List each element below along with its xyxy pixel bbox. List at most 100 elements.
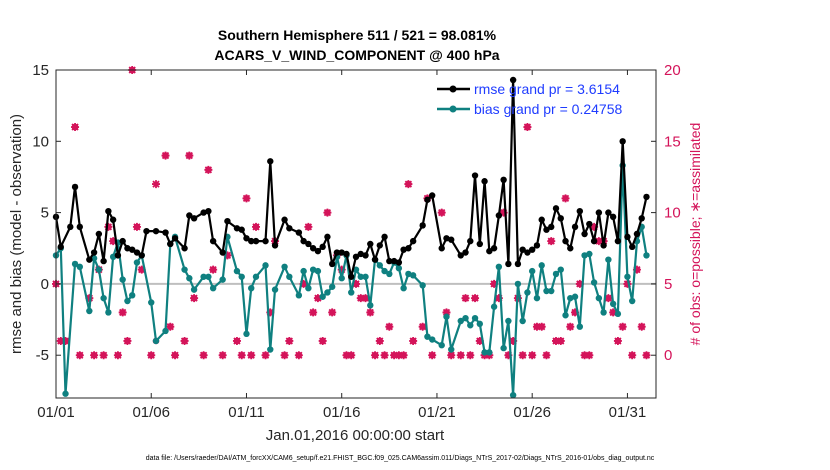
bias-point [105, 309, 112, 316]
legend-bias-label: bias grand pr = 0.24758 [474, 101, 622, 117]
bias-point [148, 299, 155, 306]
rmse-point [295, 229, 303, 236]
obs-assimilated-point [585, 351, 594, 360]
rmse-point [348, 273, 355, 280]
bias-point [438, 342, 445, 349]
obs-assimilated-point [204, 165, 213, 174]
rmse-point [438, 245, 445, 252]
obs-assimilated-point [347, 351, 356, 360]
obs-assimilated-point [328, 308, 337, 317]
rmse-point [309, 245, 317, 252]
rmse-point [281, 216, 288, 223]
rmse-point [362, 252, 369, 259]
bias-point [186, 275, 193, 282]
rmse-point [143, 227, 150, 235]
bias-point [614, 310, 622, 318]
rmse-point [248, 237, 255, 245]
bias-point [586, 250, 593, 258]
rmse-point [324, 233, 331, 241]
rmse-point [314, 247, 322, 255]
rmse-point [352, 253, 360, 261]
bias-point [152, 337, 160, 345]
bias-point [562, 312, 569, 319]
bias-point [205, 273, 212, 280]
obs-assimilated-point [218, 351, 227, 360]
obs-assimilated-point [637, 322, 646, 331]
obs-assimilated-point [447, 351, 456, 360]
obs-assimilated-point [118, 308, 127, 317]
rmse-point [343, 250, 350, 258]
obs-assimilated-point [171, 351, 180, 360]
obs-assimilated-point [499, 208, 508, 217]
obs-assimilated-point [471, 294, 480, 303]
bias-point [628, 297, 636, 305]
x-tick-label: 01/26 [513, 404, 551, 421]
bias-point [367, 302, 374, 309]
rmse-point [371, 256, 379, 263]
obs-assimilated-point [409, 336, 418, 345]
obs-assimilated-point [199, 351, 208, 360]
rmse-point [643, 193, 650, 201]
obs-assimilated-point [518, 351, 527, 360]
rmse-point [519, 246, 526, 253]
rmse-point [119, 237, 126, 245]
rmse-point [114, 252, 122, 259]
obs-assimilated-point [371, 351, 380, 360]
bias-point [381, 267, 388, 275]
bias-point [548, 287, 555, 295]
rmse-point [76, 223, 84, 231]
obs-assimilated-point [532, 322, 541, 331]
y-tick-label: 5 [41, 205, 49, 222]
rmse-point [190, 215, 198, 222]
obs-assimilated-point [394, 351, 403, 360]
bias-point [314, 267, 322, 275]
bias-point [181, 266, 188, 273]
obs-assimilated-point [166, 322, 175, 331]
rmse-point [633, 230, 641, 238]
obs-assimilated-point [56, 336, 65, 345]
data-file-footer: data file: /Users/raeder/DAI/ATM_forcXX/… [146, 455, 655, 462]
bias-point [267, 346, 274, 353]
obs-assimilated-point [75, 351, 84, 360]
bias-point [100, 294, 107, 302]
y2-tick-label: 0 [664, 347, 672, 364]
obs-assimilated-point [309, 308, 318, 317]
obs-assimilated-point [609, 308, 618, 317]
rmse-point [133, 249, 141, 256]
rmse-point [405, 245, 412, 252]
rmse-point [171, 235, 179, 242]
obs-assimilated-point [61, 336, 70, 345]
obs-assimilated-point [437, 208, 446, 217]
rmse-point [243, 235, 250, 242]
obs-assimilated-point [113, 351, 122, 360]
y-tick-label: 10 [32, 133, 49, 150]
obs-assimilated-point [147, 351, 156, 360]
y2-axis-label: # of obs: o=possible; ∗=assimilated [687, 123, 703, 346]
obs-assimilated-point [185, 151, 194, 160]
obs-assimilated-point [594, 237, 603, 246]
obs-assimilated-point [232, 336, 241, 345]
obs-assimilated-point [542, 351, 551, 360]
obs-assimilated-point [475, 336, 484, 345]
bias-point [252, 273, 260, 280]
bias-point [500, 344, 507, 352]
bias-point [286, 273, 293, 280]
obs-assimilated-point [352, 279, 360, 288]
y2-tick-label: 15 [664, 133, 681, 150]
obs-assimilated-point [466, 351, 475, 360]
bias-point [262, 262, 269, 269]
y-axis-left: -5 0 5 10 15 [32, 62, 61, 364]
bias-point [271, 286, 279, 293]
obs-assimilated-point [223, 251, 232, 260]
rmse-point [524, 249, 531, 256]
obs-assimilated-point [561, 194, 570, 203]
rmse-point [167, 240, 174, 248]
bias-point [190, 286, 198, 293]
bias-point [305, 284, 312, 292]
rmse-point [471, 172, 479, 179]
rmse-point [514, 260, 522, 268]
rmse-point [252, 237, 260, 245]
rmse-point [224, 217, 231, 225]
rmse-point [490, 245, 498, 252]
bias-point [605, 256, 612, 263]
